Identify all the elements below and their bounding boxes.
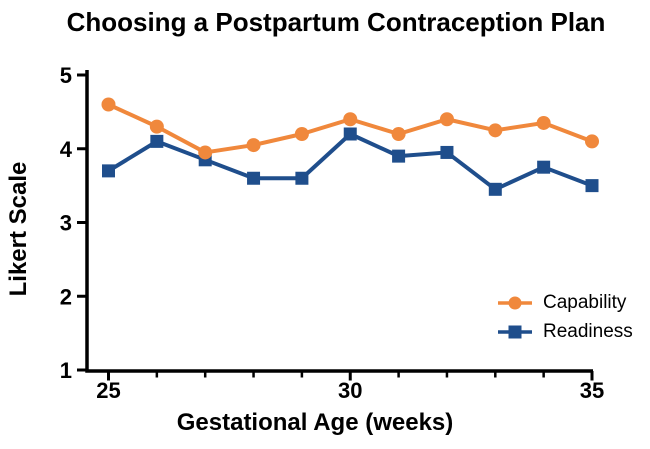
data-point-square	[102, 164, 115, 178]
y-tick-label: 3	[60, 211, 72, 236]
data-point-circle	[536, 115, 551, 130]
data-point-circle	[488, 123, 503, 138]
legend-item-capability: Capability	[497, 288, 633, 317]
legend: Capability Readiness	[497, 288, 633, 346]
data-point-circle	[101, 97, 116, 112]
x-tick-label: 30	[338, 378, 362, 403]
capability-marker-icon	[498, 296, 532, 309]
data-point-circle	[294, 127, 309, 141]
readiness-marker-icon	[498, 325, 532, 338]
data-point-circle	[246, 138, 261, 153]
data-point-square	[537, 160, 551, 174]
data-point-circle	[391, 127, 406, 141]
data-point-square	[392, 149, 406, 163]
x-axis-label: Gestational Age (weeks)	[176, 409, 454, 436]
data-point-square	[295, 171, 309, 185]
chart-title: Choosing a Postpartum Contraception Plan	[66, 7, 606, 37]
x-tick-label: 35	[580, 378, 604, 403]
data-point-circle	[585, 134, 599, 149]
data-point-square	[247, 171, 261, 185]
data-point-square	[585, 179, 599, 193]
data-point-square	[488, 182, 502, 196]
legend-item-readiness: Readiness	[497, 317, 633, 346]
axes-lines	[85, 70, 593, 373]
y-tick-label: 1	[60, 358, 72, 383]
data-point-square	[150, 134, 164, 148]
data-point-square	[343, 127, 357, 141]
x-tick-label: 25	[96, 378, 120, 403]
data-point-square	[440, 145, 454, 159]
y-tick-label: 4	[60, 137, 73, 162]
y-tick-label: 2	[60, 284, 72, 309]
data-point-circle	[198, 145, 213, 160]
legend-label-readiness: Readiness	[543, 320, 633, 342]
y-tick-label: 5	[60, 63, 72, 88]
legend-label-capability: Capability	[543, 291, 627, 313]
data-point-circle	[343, 112, 358, 127]
data-point-circle	[149, 119, 164, 134]
series-line-readiness	[107, 132, 593, 192]
data-point-circle	[439, 112, 454, 127]
